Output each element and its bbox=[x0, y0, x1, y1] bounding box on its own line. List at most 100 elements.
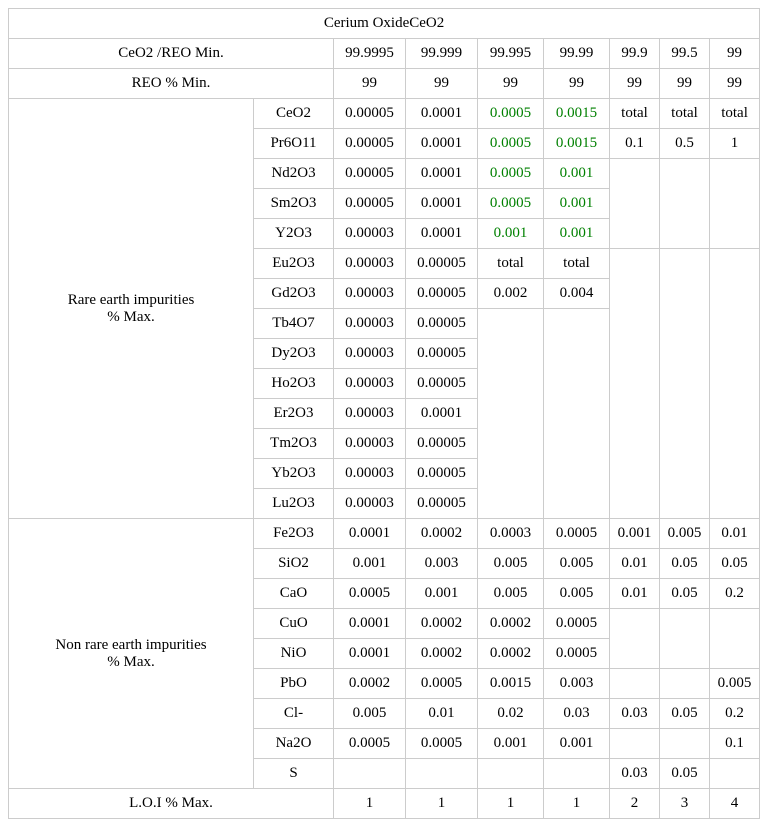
empty-cell bbox=[660, 609, 710, 669]
spec-table: Cerium OxideCeO2CeO2 /REO Min.99.999599.… bbox=[8, 8, 760, 819]
value-cell bbox=[406, 759, 478, 789]
header-value: 99.9995 bbox=[334, 39, 406, 69]
value-cell: 0.001 bbox=[544, 729, 610, 759]
value-cell: total bbox=[660, 99, 710, 129]
value-cell: 0.05 bbox=[660, 579, 710, 609]
value-cell: 0.2 bbox=[710, 699, 760, 729]
rare-earth-label: Rare earth impurities% Max. bbox=[9, 99, 254, 519]
compound-name: Er2O3 bbox=[254, 399, 334, 429]
value-cell bbox=[544, 759, 610, 789]
value-cell: 0.01 bbox=[406, 699, 478, 729]
value-cell: 0.00005 bbox=[406, 459, 478, 489]
value-cell: 1 bbox=[710, 129, 760, 159]
value-cell: 0.0003 bbox=[478, 519, 544, 549]
header-value: 99.5 bbox=[660, 39, 710, 69]
empty-cell bbox=[710, 249, 760, 519]
compound-name: Dy2O3 bbox=[254, 339, 334, 369]
value-cell: 0.0002 bbox=[334, 669, 406, 699]
value-cell: 0.0005 bbox=[478, 99, 544, 129]
header-value: 99 bbox=[334, 69, 406, 99]
value-cell: 0.0005 bbox=[544, 639, 610, 669]
value-cell: 0.03 bbox=[544, 699, 610, 729]
value-cell: 0.05 bbox=[660, 549, 710, 579]
value-cell: 0.005 bbox=[544, 579, 610, 609]
value-cell: 0.00003 bbox=[334, 369, 406, 399]
header-value: 99.99 bbox=[544, 39, 610, 69]
compound-name: Y2O3 bbox=[254, 219, 334, 249]
value-cell: 0.01 bbox=[610, 549, 660, 579]
compound-name: Eu2O3 bbox=[254, 249, 334, 279]
value-cell: 0.00003 bbox=[334, 279, 406, 309]
value-cell: 0.00005 bbox=[406, 429, 478, 459]
value-cell: 0.0002 bbox=[478, 639, 544, 669]
value-cell: 0.0001 bbox=[406, 129, 478, 159]
value-cell: 0.1 bbox=[710, 729, 760, 759]
value-cell: 0.0002 bbox=[406, 519, 478, 549]
value-cell: total bbox=[610, 99, 660, 129]
value-cell: 0.001 bbox=[478, 729, 544, 759]
value-cell: 0.001 bbox=[544, 189, 610, 219]
value-cell: 0.002 bbox=[478, 279, 544, 309]
value-cell: 0.05 bbox=[660, 699, 710, 729]
value-cell: 0.05 bbox=[660, 759, 710, 789]
compound-name: Ho2O3 bbox=[254, 369, 334, 399]
value-cell: 4 bbox=[710, 789, 760, 819]
value-cell: total bbox=[710, 99, 760, 129]
empty-cell bbox=[610, 249, 660, 519]
empty-cell bbox=[660, 729, 710, 759]
value-cell: 0.005 bbox=[544, 549, 610, 579]
compound-name: NiO bbox=[254, 639, 334, 669]
value-cell: 0.001 bbox=[610, 519, 660, 549]
value-cell: 0.005 bbox=[478, 579, 544, 609]
value-cell: 0.0001 bbox=[406, 189, 478, 219]
value-cell: 0.00005 bbox=[334, 99, 406, 129]
value-cell: 0.005 bbox=[660, 519, 710, 549]
compound-name: Nd2O3 bbox=[254, 159, 334, 189]
value-cell: 0.0015 bbox=[544, 99, 610, 129]
value-cell: 0.0001 bbox=[334, 519, 406, 549]
value-cell: 0.0001 bbox=[334, 639, 406, 669]
value-cell: 0.02 bbox=[478, 699, 544, 729]
value-cell: 0.5 bbox=[660, 129, 710, 159]
compound-name: Tb4O7 bbox=[254, 309, 334, 339]
value-cell: 0.0005 bbox=[478, 129, 544, 159]
loi-label: L.O.I % Max. bbox=[9, 789, 334, 819]
empty-cell bbox=[660, 159, 710, 249]
compound-name: Tm2O3 bbox=[254, 429, 334, 459]
compound-name: Cl- bbox=[254, 699, 334, 729]
value-cell: 0.00003 bbox=[334, 459, 406, 489]
value-cell: 0.0005 bbox=[406, 669, 478, 699]
value-cell: 0.001 bbox=[406, 579, 478, 609]
value-cell: 0.0005 bbox=[334, 579, 406, 609]
header-value: 99 bbox=[660, 69, 710, 99]
value-cell: 1 bbox=[406, 789, 478, 819]
value-cell: 0.00003 bbox=[334, 309, 406, 339]
value-cell: 0.00003 bbox=[334, 489, 406, 519]
empty-cell bbox=[610, 729, 660, 759]
value-cell: 0.005 bbox=[334, 699, 406, 729]
compound-name: S bbox=[254, 759, 334, 789]
value-cell: 0.05 bbox=[710, 549, 760, 579]
empty-cell bbox=[610, 609, 660, 669]
header-label: CeO2 /REO Min. bbox=[9, 39, 334, 69]
value-cell bbox=[478, 759, 544, 789]
value-cell: 0.03 bbox=[610, 759, 660, 789]
value-cell: 0.0015 bbox=[544, 129, 610, 159]
value-cell bbox=[334, 759, 406, 789]
value-cell: 0.0002 bbox=[478, 609, 544, 639]
compound-name: Gd2O3 bbox=[254, 279, 334, 309]
compound-name: Fe2O3 bbox=[254, 519, 334, 549]
value-cell: 0.0001 bbox=[406, 399, 478, 429]
compound-name: CuO bbox=[254, 609, 334, 639]
compound-name: Lu2O3 bbox=[254, 489, 334, 519]
value-cell: 0.0005 bbox=[478, 189, 544, 219]
header-value: 99.999 bbox=[406, 39, 478, 69]
header-value: 99 bbox=[544, 69, 610, 99]
value-cell: 0.00003 bbox=[334, 249, 406, 279]
value-cell: 0.00005 bbox=[406, 309, 478, 339]
value-cell: 0.005 bbox=[710, 669, 760, 699]
empty-cell bbox=[660, 669, 710, 699]
value-cell: 0.001 bbox=[334, 549, 406, 579]
value-cell: 0.00005 bbox=[334, 189, 406, 219]
compound-name: Na2O bbox=[254, 729, 334, 759]
